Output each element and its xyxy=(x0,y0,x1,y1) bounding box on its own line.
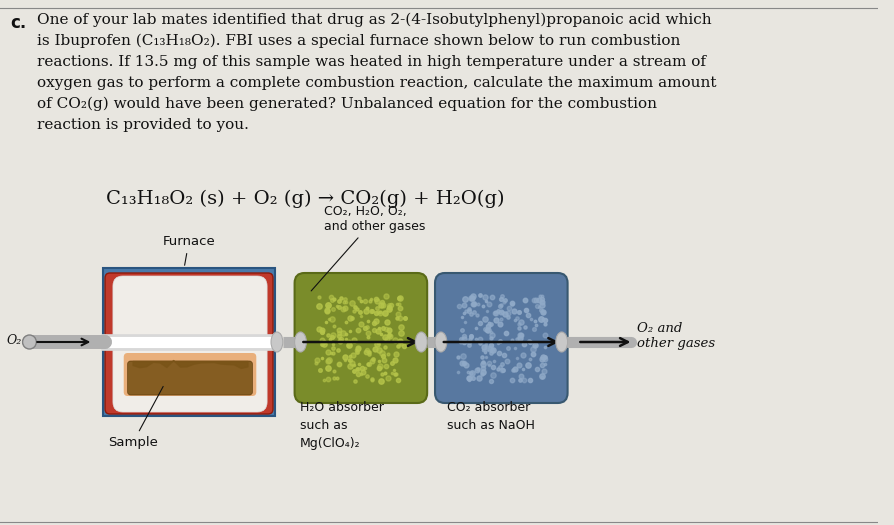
Text: reactions. If 13.5 mg of this sample was heated in high temperature under a stre: reactions. If 13.5 mg of this sample was… xyxy=(38,55,706,69)
Ellipse shape xyxy=(556,332,568,352)
Ellipse shape xyxy=(416,332,427,352)
FancyBboxPatch shape xyxy=(105,273,273,414)
FancyBboxPatch shape xyxy=(295,273,427,403)
Text: of CO₂(g) would have been generated? Unbalanced equation for the combustion: of CO₂(g) would have been generated? Unb… xyxy=(38,97,657,111)
Ellipse shape xyxy=(271,332,283,352)
Ellipse shape xyxy=(435,332,447,352)
Text: CO₂ absorber
such as NaOH: CO₂ absorber such as NaOH xyxy=(447,401,535,432)
Text: H₂O absorber
such as
Mg(ClO₄)₂: H₂O absorber such as Mg(ClO₄)₂ xyxy=(299,401,384,450)
FancyBboxPatch shape xyxy=(113,276,267,412)
Text: c.: c. xyxy=(10,14,26,32)
FancyBboxPatch shape xyxy=(128,361,252,395)
Text: oxygen gas to perform a complete combustion reaction, calculate the maximum amou: oxygen gas to perform a complete combust… xyxy=(38,76,717,90)
Text: reaction is provided to you.: reaction is provided to you. xyxy=(38,118,249,132)
Text: is Ibuprofen (C₁₃H₁₈O₂). FBI uses a special furnace shown below to run combustio: is Ibuprofen (C₁₃H₁₈O₂). FBI uses a spec… xyxy=(38,34,680,48)
Text: O₂ and
other gases: O₂ and other gases xyxy=(637,322,715,350)
Text: C₁₃H₁₈O₂ (s) + O₂ (g) → CO₂(g) + H₂O(g): C₁₃H₁₈O₂ (s) + O₂ (g) → CO₂(g) + H₂O(g) xyxy=(106,190,504,208)
FancyBboxPatch shape xyxy=(103,268,275,416)
Text: One of your lab mates identified that drug as 2-(4-Isobutylphenyl)propanoic acid: One of your lab mates identified that dr… xyxy=(38,13,712,27)
FancyBboxPatch shape xyxy=(123,353,257,396)
Text: CO₂, H₂O, O₂,
and other gases: CO₂, H₂O, O₂, and other gases xyxy=(311,205,426,291)
Text: Sample: Sample xyxy=(108,386,164,449)
FancyBboxPatch shape xyxy=(435,273,568,403)
Text: O₂: O₂ xyxy=(6,333,21,346)
Text: Furnace: Furnace xyxy=(163,235,215,265)
Ellipse shape xyxy=(295,332,307,352)
Ellipse shape xyxy=(22,335,37,349)
